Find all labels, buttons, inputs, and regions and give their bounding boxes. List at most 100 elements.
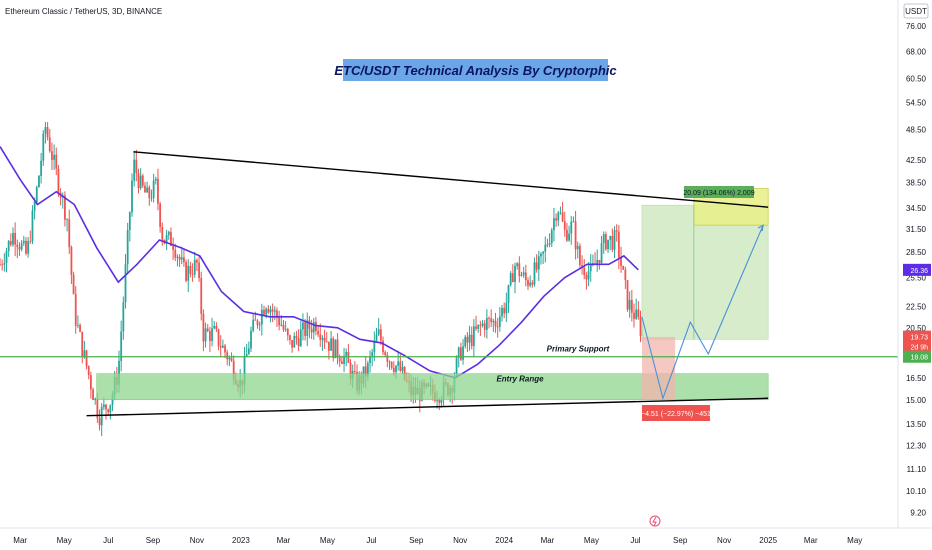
candle-body xyxy=(440,399,443,403)
candle-body xyxy=(152,180,155,198)
candle-body xyxy=(436,399,438,401)
x-tick-label: Sep xyxy=(146,536,161,545)
candle-body xyxy=(579,245,581,266)
candle-body xyxy=(187,265,190,281)
x-tick-label: May xyxy=(57,536,72,545)
candle-body xyxy=(542,251,545,254)
candle-body xyxy=(263,309,265,315)
candle-body xyxy=(457,347,460,358)
candle-body xyxy=(89,375,92,390)
candle-body xyxy=(312,321,315,333)
candle-body xyxy=(566,229,568,241)
candle-body xyxy=(247,348,250,355)
candle-body xyxy=(217,329,220,347)
ma-price-tag: 26.36 xyxy=(910,268,928,275)
candle-body xyxy=(509,273,512,286)
lightning-icon xyxy=(649,515,661,527)
candle-body xyxy=(202,313,205,342)
candle-body xyxy=(137,172,140,189)
candle-body xyxy=(3,263,6,265)
candle-body xyxy=(154,178,157,181)
candle-body xyxy=(330,338,332,351)
candle-body xyxy=(271,309,274,312)
candle-body xyxy=(131,180,133,213)
candle-body xyxy=(133,159,136,181)
candle-body xyxy=(284,328,287,330)
candle-body xyxy=(371,352,374,357)
candle-body xyxy=(92,389,94,401)
candle-body xyxy=(215,326,218,330)
y-tick-label: 13.50 xyxy=(906,420,927,429)
candle-body xyxy=(22,240,25,244)
candle-body xyxy=(282,324,285,330)
candle-body xyxy=(587,271,590,280)
candle-body xyxy=(57,168,60,193)
candle-body xyxy=(72,274,75,295)
y-tick-label: 42.50 xyxy=(906,156,927,165)
candle-body xyxy=(150,197,153,199)
candle-body xyxy=(546,244,549,246)
candle-body xyxy=(183,257,185,263)
candle-body xyxy=(293,335,296,348)
candle-body xyxy=(488,317,490,319)
candle-body xyxy=(109,404,112,413)
y-tick-label: 54.50 xyxy=(906,98,927,107)
candle-body xyxy=(232,360,235,380)
stop-label-box xyxy=(642,405,710,421)
candle-body xyxy=(366,363,369,377)
candle-body xyxy=(468,334,471,343)
candle-body xyxy=(514,265,516,282)
candle-body xyxy=(319,334,322,340)
candle-body xyxy=(174,249,177,258)
x-tick-label: May xyxy=(584,536,599,545)
candle-body xyxy=(33,202,36,211)
candle-body xyxy=(53,154,55,160)
candle-body xyxy=(604,234,607,250)
candle-body xyxy=(524,272,527,281)
candle-body xyxy=(535,262,538,270)
candle-body xyxy=(364,366,367,377)
candle-body xyxy=(548,243,551,245)
candle-body xyxy=(100,407,103,426)
candle-body xyxy=(105,404,107,410)
x-tick-label: Jul xyxy=(630,536,640,545)
candle-body xyxy=(81,331,84,358)
x-tick-label: Mar xyxy=(13,536,27,545)
candle-body xyxy=(321,337,324,340)
candle-body xyxy=(315,321,317,331)
candle-body xyxy=(276,310,278,318)
candle-body xyxy=(490,318,493,323)
candle-body xyxy=(245,354,248,357)
candle-body xyxy=(224,345,226,353)
candle-body xyxy=(141,175,144,186)
candle-body xyxy=(522,272,525,276)
candle-body xyxy=(505,303,508,314)
candle-body xyxy=(124,264,127,303)
candle-body xyxy=(574,221,577,250)
candle-body xyxy=(68,219,71,248)
candle-body xyxy=(375,334,378,341)
candle-body xyxy=(12,232,14,245)
candle-body xyxy=(550,230,553,244)
candle-body xyxy=(157,178,159,204)
candle-body xyxy=(280,324,283,326)
candle-body xyxy=(14,232,17,245)
candle-body xyxy=(102,404,105,408)
candle-body xyxy=(252,319,255,331)
candle-body xyxy=(310,328,313,333)
candle-body xyxy=(180,257,183,260)
candle-body xyxy=(306,320,309,336)
candle-body xyxy=(170,231,172,246)
candle-body xyxy=(568,233,570,241)
candle-body xyxy=(518,263,521,277)
candle-body xyxy=(345,352,348,356)
candle-body xyxy=(200,277,203,314)
candle-body xyxy=(628,299,631,310)
candle-body xyxy=(343,355,345,364)
x-tick-label: Jul xyxy=(366,536,376,545)
candle-body xyxy=(325,341,328,343)
y-tick-label: 34.50 xyxy=(906,204,927,213)
candle-body xyxy=(464,336,467,347)
symbol-title: Ethereum Classic / TetherUS, 3D, BINANCE xyxy=(5,7,162,16)
